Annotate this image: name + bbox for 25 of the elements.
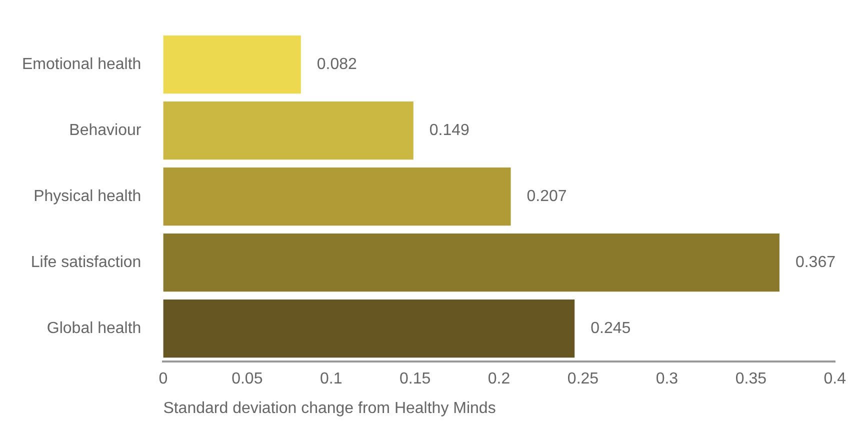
bar (163, 168, 511, 226)
data-label: 0.082 (316, 56, 358, 74)
y-tick-label: Life satisfaction (30, 254, 142, 272)
x-tick-label: 0.1 (320, 370, 342, 388)
y-tick-label: Behaviour (69, 122, 142, 140)
data-label: 0.207 (526, 188, 567, 206)
bar (163, 234, 780, 292)
data-label: 0.245 (590, 320, 631, 338)
x-tick-label: 0.25 (567, 370, 599, 388)
data-label: 0.149 (429, 122, 470, 140)
x-tick-label: 0.4 (824, 370, 846, 388)
y-tick-label: Physical health (34, 188, 142, 206)
bar (163, 102, 414, 160)
data-label: 0.367 (795, 254, 836, 272)
x-axis-title: Standard deviation change from Healthy Minds (163, 400, 496, 417)
x-tick-label: 0.05 (232, 370, 263, 388)
y-tick-label: Emotional health (22, 56, 142, 74)
y-tick-label: Global health (46, 320, 142, 338)
x-tick-label: 0.2 (488, 370, 510, 388)
x-tick-label: 0 (158, 370, 168, 388)
bar (163, 36, 301, 94)
x-tick-label: 0.15 (400, 370, 431, 388)
bar (163, 300, 575, 358)
x-tick-label: 0.35 (735, 370, 767, 388)
x-tick-label: 0.3 (656, 370, 678, 388)
